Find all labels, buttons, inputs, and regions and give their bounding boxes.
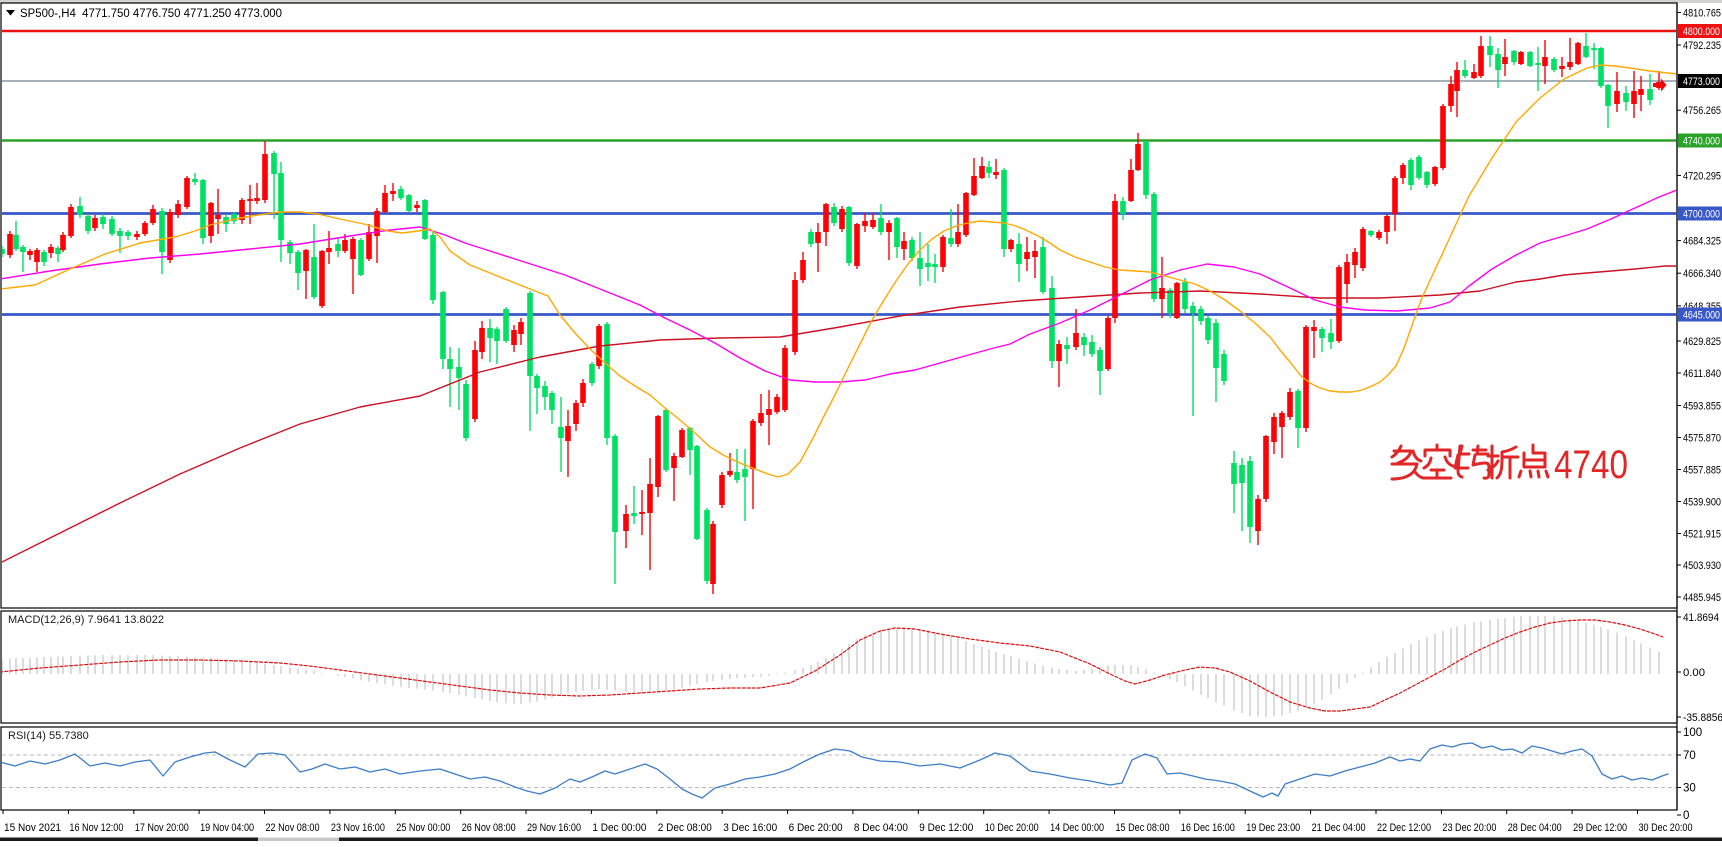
svg-text:4557.885: 4557.885 (1683, 465, 1721, 477)
svg-text:29 Nov 16:00: 29 Nov 16:00 (527, 822, 581, 834)
svg-text:10 Dec 20:00: 10 Dec 20:00 (985, 822, 1039, 834)
svg-text:28 Dec 04:00: 28 Dec 04:00 (1508, 822, 1562, 834)
svg-text:RSI(14) 55.7380: RSI(14) 55.7380 (8, 730, 89, 742)
svg-text:19 Nov 04:00: 19 Nov 04:00 (200, 822, 254, 834)
svg-text:4611.840: 4611.840 (1683, 368, 1721, 380)
svg-text:4521.915: 4521.915 (1683, 529, 1721, 541)
svg-text:0: 0 (1683, 810, 1689, 822)
svg-text:4539.900: 4539.900 (1683, 497, 1721, 509)
svg-text:4800.000: 4800.000 (1683, 26, 1720, 38)
svg-text:9 Dec 12:00: 9 Dec 12:00 (919, 822, 973, 834)
svg-text:22 Dec 12:00: 22 Dec 12:00 (1377, 822, 1431, 834)
svg-text:2 Dec 08:00: 2 Dec 08:00 (658, 822, 712, 834)
svg-text:4503.930: 4503.930 (1683, 560, 1721, 572)
svg-text:16 Nov 12:00: 16 Nov 12:00 (69, 822, 123, 834)
svg-text:3 Dec 16:00: 3 Dec 16:00 (723, 822, 777, 834)
svg-text:17 Nov 20:00: 17 Nov 20:00 (135, 822, 189, 834)
svg-text:29 Dec 12:00: 29 Dec 12:00 (1573, 822, 1627, 834)
svg-text:23 Dec 20:00: 23 Dec 20:00 (1442, 822, 1496, 834)
svg-text:19 Dec 23:00: 19 Dec 23:00 (1246, 822, 1300, 834)
svg-text:8 Dec 04:00: 8 Dec 04:00 (854, 822, 908, 834)
svg-text:4810.765: 4810.765 (1683, 8, 1721, 20)
svg-text:25 Nov 00:00: 25 Nov 00:00 (396, 822, 450, 834)
svg-text:30: 30 (1683, 783, 1696, 795)
svg-text:100: 100 (1683, 727, 1702, 739)
svg-text:15 Nov 2021: 15 Nov 2021 (4, 822, 61, 834)
svg-text:4740: 4740 (1554, 443, 1628, 487)
svg-text:4485.945: 4485.945 (1683, 592, 1721, 604)
svg-text:1 Dec 00:00: 1 Dec 00:00 (592, 822, 646, 834)
svg-text:-35.8856: -35.8856 (1683, 712, 1722, 724)
svg-text:4684.325: 4684.325 (1683, 236, 1721, 248)
svg-text:16 Dec 16:00: 16 Dec 16:00 (1181, 822, 1235, 834)
svg-text:14 Dec 00:00: 14 Dec 00:00 (1050, 822, 1104, 834)
svg-text:MACD(12,26,9) 7.9641 13.8022: MACD(12,26,9) 7.9641 13.8022 (8, 614, 164, 626)
svg-text:70: 70 (1683, 750, 1696, 762)
svg-text:4666.340: 4666.340 (1683, 268, 1721, 280)
svg-text:6 Dec 20:00: 6 Dec 20:00 (789, 822, 843, 834)
svg-text:4629.825: 4629.825 (1683, 336, 1721, 348)
svg-text:4575.870: 4575.870 (1683, 433, 1721, 445)
svg-text:4740.000: 4740.000 (1683, 136, 1720, 148)
svg-text:21 Dec 04:00: 21 Dec 04:00 (1312, 822, 1366, 834)
svg-text:4756.265: 4756.265 (1683, 105, 1721, 117)
svg-text:SP500-,H4 4771.750 4776.750 4: SP500-,H4 4771.750 4776.750 4771.250 477… (20, 6, 282, 20)
svg-text:0.00: 0.00 (1683, 667, 1705, 679)
svg-text:22 Nov 08:00: 22 Nov 08:00 (266, 822, 320, 834)
svg-text:4593.855: 4593.855 (1683, 401, 1721, 413)
svg-text:4720.295: 4720.295 (1683, 170, 1721, 182)
svg-text:4773.000: 4773.000 (1683, 76, 1720, 88)
svg-text:41.8694: 41.8694 (1683, 612, 1719, 624)
svg-text:26 Nov 08:00: 26 Nov 08:00 (462, 822, 516, 834)
svg-text:4792.235: 4792.235 (1683, 40, 1721, 52)
svg-text:4700.000: 4700.000 (1683, 209, 1720, 221)
svg-text:4645.000: 4645.000 (1683, 310, 1720, 322)
svg-text:30 Dec 20:00: 30 Dec 20:00 (1639, 822, 1693, 834)
svg-text:23 Nov 16:00: 23 Nov 16:00 (331, 822, 385, 834)
svg-text:15 Dec 08:00: 15 Dec 08:00 (1116, 822, 1170, 834)
